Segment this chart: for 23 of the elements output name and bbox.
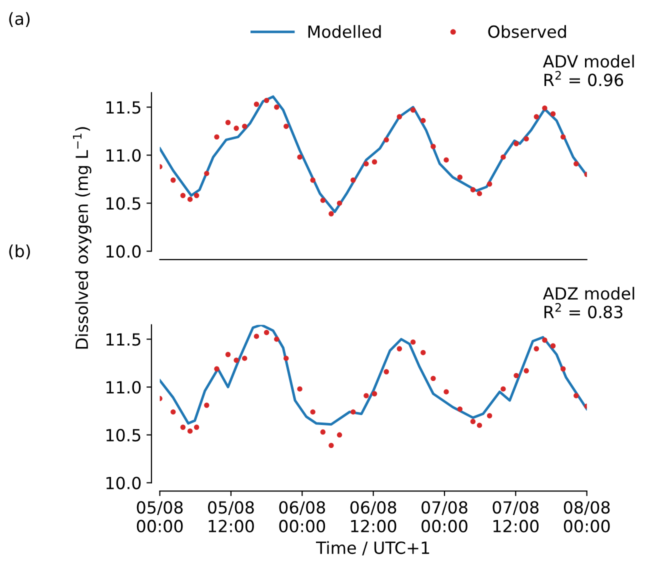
y-tick-label: 10.5 xyxy=(106,428,140,442)
legend-label: Observed xyxy=(488,25,566,38)
x-tick-label: 06/08 00:00 xyxy=(279,501,326,532)
legend-label: Modelled xyxy=(308,25,381,38)
x-tick-label: 06/08 12:00 xyxy=(350,501,396,532)
y-tick-label: 11.0 xyxy=(106,149,141,162)
text: ADZ model R$^{2}$ = 0.83 xyxy=(542,286,634,318)
y-tick-label: 10.0 xyxy=(106,476,141,490)
y-tick-label: 11.0 xyxy=(106,381,141,394)
x-tick-label: 07/08 12:00 xyxy=(492,501,539,532)
y-axis-title: Dissolved oxygen (mg L$^{−1}$) xyxy=(72,127,92,349)
y-tick-label: 11.5 xyxy=(106,101,140,114)
text: ADV model R$^{2}$ = 0.96 xyxy=(542,54,634,86)
x-tick-label: 08/08 00:00 xyxy=(564,501,610,532)
x-axis-title: Time / UTC+1 xyxy=(316,541,430,556)
x-tick-label: 05/08 00:00 xyxy=(136,501,183,532)
text: (a) xyxy=(9,12,30,27)
y-tick-label: 10.5 xyxy=(106,197,140,210)
y-tick-label: 10.0 xyxy=(106,245,141,258)
x-tick-label: 07/08 00:00 xyxy=(422,501,468,532)
x-tick-label: 05/08 12:00 xyxy=(208,501,254,532)
text: (b) xyxy=(9,244,30,260)
y-tick-label: 11.5 xyxy=(106,333,140,346)
